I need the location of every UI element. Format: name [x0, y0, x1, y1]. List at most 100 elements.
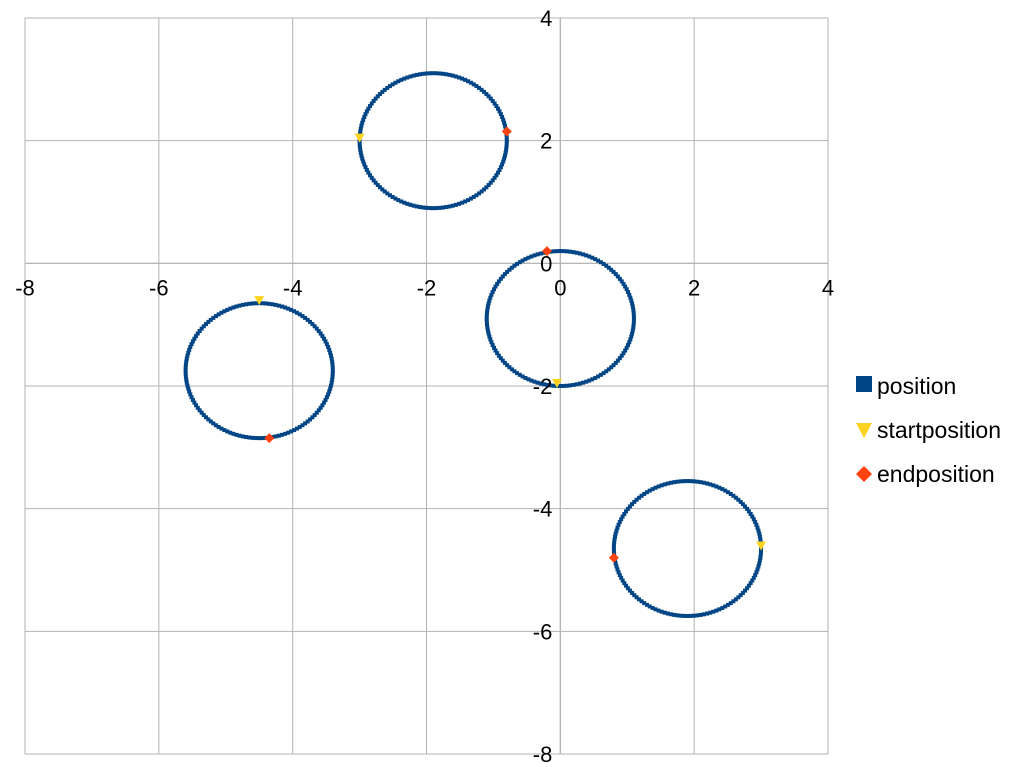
position-point	[222, 428, 227, 433]
position-point	[535, 252, 540, 257]
position-point	[590, 255, 595, 260]
position-point	[330, 368, 335, 373]
position-point	[653, 607, 658, 612]
position-point	[250, 301, 255, 306]
position-point	[260, 301, 265, 306]
position-point	[190, 339, 195, 344]
position-point	[545, 382, 550, 387]
position-point	[421, 205, 426, 210]
position-point	[289, 429, 294, 434]
position-point	[757, 558, 762, 563]
position-point	[611, 269, 616, 274]
position-point	[482, 187, 487, 192]
legend-marker-startposition	[856, 423, 872, 438]
legend-label-endposition: endposition	[877, 461, 995, 487]
position-point	[753, 520, 758, 525]
position-point	[656, 484, 661, 489]
position-point	[283, 305, 288, 310]
position-point	[361, 117, 366, 122]
position-point	[630, 301, 635, 306]
position-point	[500, 162, 505, 167]
position-point	[377, 185, 382, 190]
position-point	[330, 374, 335, 379]
position-point	[564, 249, 569, 254]
position-point	[624, 509, 629, 514]
position-point	[751, 517, 756, 522]
position-point	[486, 301, 491, 306]
position-point	[714, 484, 719, 489]
position-point	[305, 317, 310, 322]
position-point	[621, 281, 626, 286]
position-point	[286, 430, 291, 435]
position-point	[509, 367, 514, 372]
position-point	[613, 272, 618, 277]
position-point	[228, 306, 233, 311]
position-point	[598, 372, 603, 377]
position-point	[731, 493, 736, 498]
endposition-point	[608, 552, 619, 563]
position-point	[219, 426, 224, 431]
position-point	[450, 203, 455, 208]
position-point	[208, 419, 213, 424]
position-point	[639, 493, 644, 498]
position-point	[390, 194, 395, 199]
position-point	[541, 382, 546, 387]
position-point	[228, 430, 233, 435]
position-point	[411, 73, 416, 78]
position-point	[194, 334, 199, 339]
position-point	[358, 129, 363, 134]
position-point	[289, 307, 294, 312]
startposition-point	[756, 541, 767, 551]
position-point	[437, 71, 442, 76]
position-point	[216, 424, 221, 429]
position-point	[593, 375, 598, 380]
position-point	[634, 497, 639, 502]
position-point	[479, 87, 484, 92]
position-point	[627, 292, 632, 297]
position-point	[571, 382, 576, 387]
position-point	[484, 319, 489, 324]
position-point	[632, 593, 637, 598]
position-point	[656, 608, 661, 613]
position-point	[538, 251, 543, 256]
position-point	[305, 419, 310, 424]
position-point	[195, 405, 200, 410]
position-point	[738, 593, 743, 598]
position-point	[373, 96, 378, 101]
y-tick-label: 4	[540, 6, 552, 31]
position-point	[584, 253, 589, 258]
position-point	[500, 358, 505, 363]
position-point	[493, 348, 498, 353]
position-point	[485, 322, 490, 327]
position-point	[310, 322, 315, 327]
position-point	[606, 367, 611, 372]
position-point	[453, 74, 458, 79]
position-point	[326, 392, 331, 397]
position-point	[720, 487, 725, 492]
position-point	[322, 400, 327, 405]
position-point	[474, 84, 479, 89]
position-point	[647, 604, 652, 609]
position-point	[194, 403, 199, 408]
position-point	[382, 189, 387, 194]
position-point	[434, 71, 439, 76]
position-point	[502, 123, 507, 128]
position-point	[615, 358, 620, 363]
position-point	[297, 424, 302, 429]
x-tick-label: -6	[149, 275, 169, 300]
position-point	[613, 561, 618, 566]
position-point	[276, 303, 281, 308]
position-point	[675, 613, 680, 618]
position-point	[746, 509, 751, 514]
position-point	[593, 257, 598, 262]
position-point	[682, 613, 687, 618]
position-point	[631, 307, 636, 312]
position-point	[199, 326, 204, 331]
position-point	[650, 605, 655, 610]
position-point	[184, 377, 189, 382]
position-point	[485, 328, 490, 333]
position-point	[759, 549, 764, 554]
position-point	[614, 528, 619, 533]
position-point	[492, 175, 497, 180]
position-point	[492, 101, 497, 106]
